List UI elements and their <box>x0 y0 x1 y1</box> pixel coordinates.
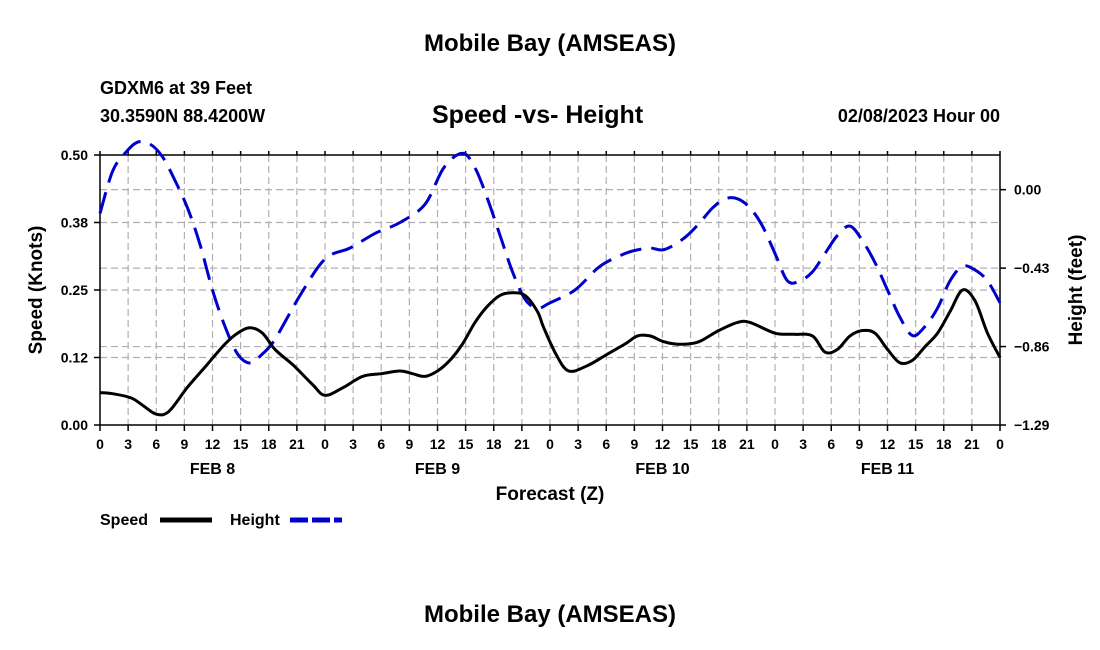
run-date: 02/08/2023 Hour 00 <box>837 106 1000 126</box>
x-tick-label: 15 <box>908 436 924 452</box>
x-tick-label: 12 <box>655 436 671 452</box>
date-label: FEB 9 <box>415 461 460 478</box>
x-axis-label: Forecast (Z) <box>496 484 605 505</box>
x-tick-label: 18 <box>711 436 727 452</box>
x-tick-label: 6 <box>377 436 385 452</box>
x-tick-label: 3 <box>574 436 582 452</box>
y-tick-label: 0.12 <box>61 350 88 366</box>
x-tick-label: 18 <box>486 436 502 452</box>
x-tick-label: 15 <box>233 436 249 452</box>
chart-subtitle: Speed -vs- Height <box>432 101 644 129</box>
x-tick-label: 9 <box>855 436 863 452</box>
x-tick-label: 9 <box>180 436 188 452</box>
date-label: FEB 11 <box>861 461 914 478</box>
x-tick-label: 18 <box>261 436 277 452</box>
x-tick-label: 9 <box>405 436 413 452</box>
x-tick-label: 6 <box>602 436 610 452</box>
y2-axis-label: Height (feet) <box>1066 235 1087 346</box>
y-tick-label: 0.50 <box>61 147 88 163</box>
legend-height-label: Height <box>230 512 280 529</box>
height-series-line <box>98 139 1002 365</box>
y-tick-label: 0.25 <box>61 282 88 298</box>
x-tick-label: 0 <box>996 436 1004 452</box>
y2-tick-label: −1.29 <box>1014 417 1050 433</box>
x-tick-label: 6 <box>827 436 835 452</box>
speed-series-line <box>99 288 1002 417</box>
date-label: FEB 8 <box>190 461 235 478</box>
x-tick-label: 9 <box>630 436 638 452</box>
y-tick-label: 0.38 <box>61 215 88 231</box>
x-tick-label: 0 <box>771 436 779 452</box>
y-axis-label: Speed (Knots) <box>26 226 47 355</box>
x-tick-label: 0 <box>321 436 329 452</box>
x-tick-label: 15 <box>458 436 474 452</box>
x-tick-label: 21 <box>514 436 530 452</box>
station-coords: 30.3590N 88.4200W <box>100 106 266 126</box>
x-tick-label: 12 <box>205 436 221 452</box>
x-tick-label: 3 <box>799 436 807 452</box>
y2-tick-label: −0.43 <box>1014 260 1050 276</box>
x-tick-label: 6 <box>152 436 160 452</box>
x-tick-label: 0 <box>546 436 554 452</box>
x-tick-label: 12 <box>880 436 896 452</box>
y2-tick-label: −0.86 <box>1014 339 1050 355</box>
x-tick-label: 21 <box>964 436 980 452</box>
y2-tick-label: 0.00 <box>1014 182 1041 198</box>
y-tick-label: 0.00 <box>61 417 88 433</box>
x-tick-label: 12 <box>430 436 446 452</box>
station-name: GDXM6 at 39 Feet <box>100 78 253 98</box>
x-tick-label: 3 <box>124 436 132 452</box>
legend-speed-label: Speed <box>100 512 148 529</box>
x-tick-label: 21 <box>289 436 305 452</box>
x-tick-label: 21 <box>739 436 755 452</box>
x-tick-label: 18 <box>936 436 952 452</box>
main-title: Mobile Bay (AMSEAS) <box>423 30 677 57</box>
date-label: FEB 10 <box>635 461 689 478</box>
x-tick-label: 3 <box>349 436 357 452</box>
x-tick-label: 0 <box>96 436 104 452</box>
footer-title: Mobile Bay (AMSEAS) <box>423 601 677 628</box>
x-tick-label: 15 <box>683 436 699 452</box>
